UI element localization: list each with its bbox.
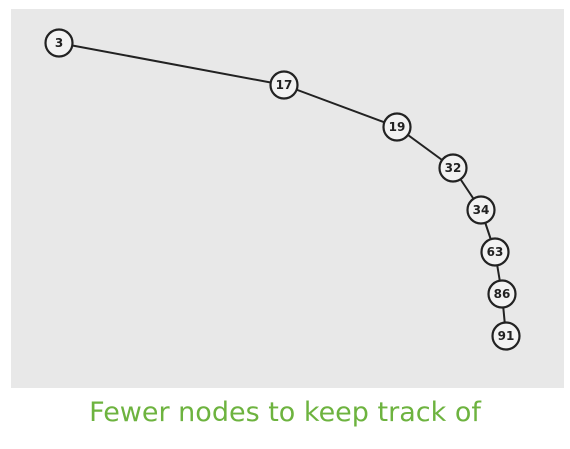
- tree-node: 19: [382, 112, 412, 142]
- tree-node: 34: [466, 195, 496, 225]
- node-circle: [487, 279, 517, 309]
- node-circle: [44, 28, 74, 58]
- node-circle: [382, 112, 412, 142]
- node-label: 91: [498, 329, 515, 343]
- node-label: 19: [389, 120, 406, 134]
- node-label: 17: [276, 78, 293, 92]
- tree-node: 91: [491, 321, 521, 351]
- node-circle: [438, 153, 468, 183]
- edge-17-19: [283, 84, 398, 128]
- node-label: 3: [55, 36, 63, 50]
- node-label: 34: [473, 203, 490, 217]
- tree-node: 63: [480, 237, 510, 267]
- tree-node: 17: [269, 70, 299, 100]
- tree-node: 86: [487, 279, 517, 309]
- tree-node: 32: [438, 153, 468, 183]
- node-label: 86: [494, 287, 511, 301]
- tree-node: 3: [44, 28, 74, 58]
- node-label: 32: [445, 161, 462, 175]
- edge-3-17: [58, 42, 285, 86]
- node-label: 63: [487, 245, 504, 259]
- node-circle: [466, 195, 496, 225]
- node-circle: [480, 237, 510, 267]
- node-circle: [269, 70, 299, 100]
- node-layer: 3 17 19 32 34 63 86 91: [44, 28, 521, 351]
- node-circle: [491, 321, 521, 351]
- caption: Fewer nodes to keep track of: [89, 397, 481, 428]
